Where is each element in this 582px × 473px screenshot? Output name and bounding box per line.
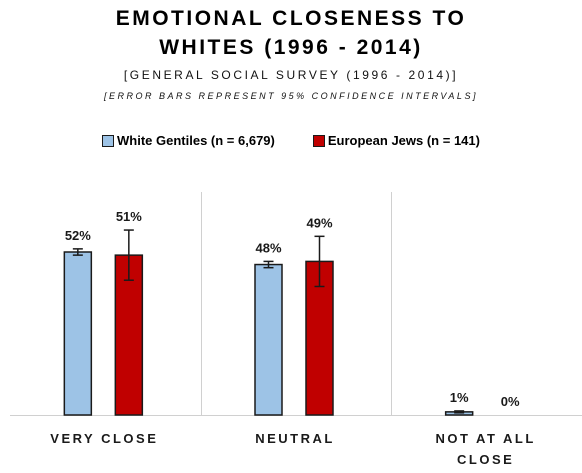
legend-label-white-gentiles: White Gentiles (n = 6,679) [117,133,275,148]
data-label-european-jews: 51% [116,209,142,224]
data-label-european-jews: 0% [501,394,520,409]
legend: White Gentiles (n = 6,679) European Jews… [0,133,582,148]
chart-subtitle: [GENERAL SOCIAL SURVEY (1996 - 2014)] [123,68,459,82]
data-label-white-gentiles: 1% [450,390,469,405]
category-label: VERY CLOSE [50,431,158,446]
legend-swatch-white-gentiles [102,134,115,147]
category-label: NOT AT ALL [435,431,535,446]
data-label-white-gentiles: 48% [255,240,281,255]
bar-white-gentiles [63,251,93,416]
data-label-european-jews: 49% [306,215,332,230]
category-label: CLOSE [457,452,514,467]
bar-white-gentiles [254,263,283,416]
legend-item-white-gentiles: White Gentiles (n = 6,679) [102,133,275,148]
data-label-white-gentiles: 52% [65,228,91,243]
legend-item-european-jews: European Jews (n = 141) [312,133,480,148]
legend-swatch-european-jews [312,134,325,147]
chart-title-line-2: WHITES (1996 - 2014) [159,36,423,59]
category-label: NEUTRAL [255,431,335,446]
chart-note: [ERROR BARS REPRESENT 95% CONFIDENCE INT… [104,91,478,101]
legend-label-european-jews: European Jews (n = 141) [327,133,480,148]
chart-title-line-1: EMOTIONAL CLOSENESS TO [115,7,467,30]
